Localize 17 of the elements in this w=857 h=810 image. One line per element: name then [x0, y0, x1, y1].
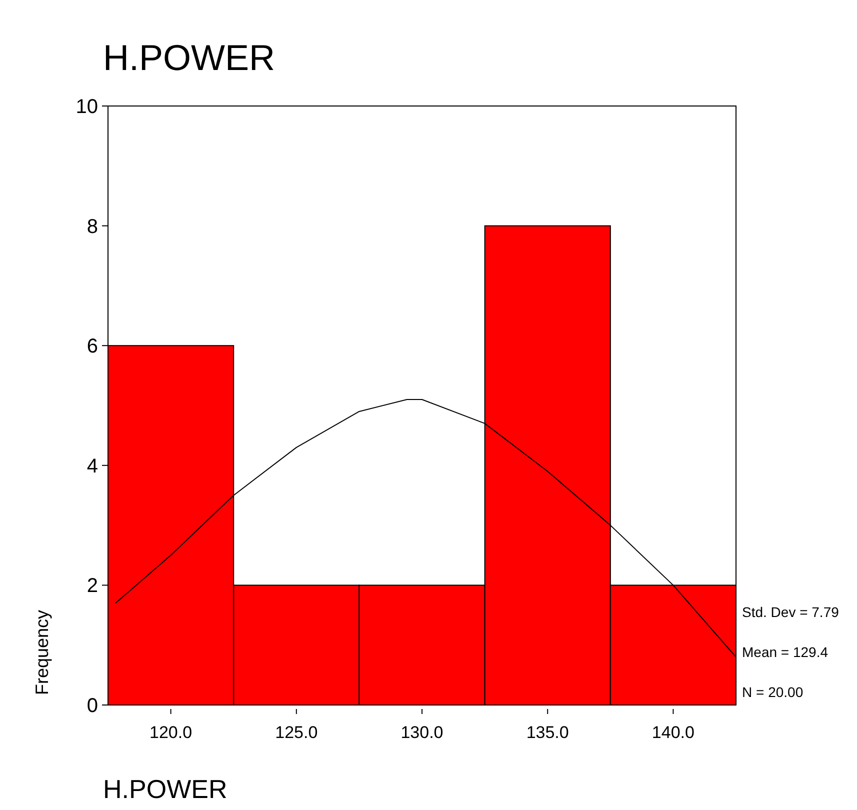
y-tick-label: 4	[86, 455, 98, 478]
x-tick-label: 130.0	[400, 723, 444, 742]
y-axis-title: Frequency	[32, 610, 52, 695]
y-tick-label: 10	[76, 96, 98, 118]
y-tick-label: 6	[86, 336, 98, 358]
x-tick-label: 120.0	[150, 723, 192, 742]
y-tick-label: 0	[86, 695, 98, 717]
x-axis-title: H.POWER	[103, 774, 228, 804]
y-tick-label: 8	[86, 216, 98, 238]
x-tick-label: 140.0	[652, 723, 694, 742]
y-tick-label: 2	[86, 575, 98, 598]
x-tick-label: 135.0	[526, 723, 569, 742]
x-tick-label: 125.0	[275, 723, 318, 742]
text: N = 20.00	[742, 684, 804, 700]
chart-title: H.POWER	[103, 37, 276, 78]
text: Std. Dev = 7.79	[742, 604, 840, 620]
text: Mean = 129.4	[742, 644, 828, 660]
